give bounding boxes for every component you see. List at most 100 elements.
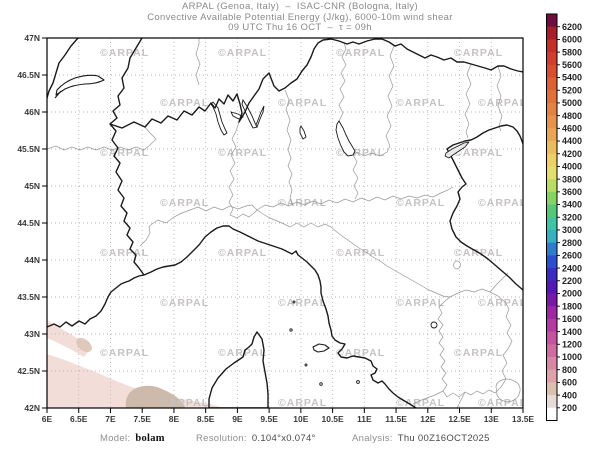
colorbar-tick-label: 4800 [562, 111, 582, 121]
arpal-watermark: ©ARPAL [278, 97, 327, 109]
header-institutions: ARPAL (Genoa, Italy) – ISAC-CNR (Bologna… [181, 1, 419, 12]
colorbar-segment [546, 166, 557, 180]
y-axis-tick-label: 43N [24, 329, 40, 339]
arpal-watermark: ©ARPAL [218, 247, 267, 259]
arpal-watermark: ©ARPAL [160, 397, 209, 409]
colorbar-tick-label: 4000 [562, 162, 582, 172]
arpal-watermark: ©ARPAL [396, 97, 445, 109]
colorbar-tick-label: 1400 [562, 327, 582, 337]
region-border [412, 390, 444, 405]
y-axis-tick-label: 43.5N [17, 292, 40, 302]
colorbar-segment [546, 318, 557, 332]
arpal-watermark: ©ARPAL [160, 297, 209, 309]
resolution-info: Resolution: 0.104°x0.074° [196, 433, 316, 444]
region-border [464, 63, 472, 139]
colorbar-segment [546, 255, 557, 269]
region-border [338, 42, 347, 122]
colorbar-tick-label: 1800 [562, 301, 582, 311]
arpal-watermark: ©ARPAL [396, 397, 445, 409]
y-axis-tick-label: 46.5N [17, 70, 40, 80]
resolution-value: 0.104°x0.074° [251, 433, 316, 444]
colorbar-segment [546, 39, 557, 53]
colorbar-tick-label: 3200 [562, 212, 582, 222]
region-border [139, 204, 258, 247]
lakes [210, 98, 438, 329]
colorbar-tick-label: 4400 [562, 136, 582, 146]
colorbar-segment [546, 344, 557, 358]
arpal-watermark: ©ARPAL [100, 47, 149, 59]
analysis-info: Analysis: Thu 00Z16OCT2025 [352, 433, 490, 444]
colorbar-segment [546, 407, 557, 421]
colorbar-tick-label: 1600 [562, 314, 582, 324]
colorbar-segment [546, 369, 557, 383]
x-axis-tick-label: 8.5E [197, 414, 215, 424]
arpal-watermark: ©ARPAL [454, 147, 503, 159]
watermark-layer: ©ARPAL ©ARPAL ©ARPAL ©ARPAL ©ARPAL ©ARPAL ©ARP… [100, 47, 527, 409]
arpal-watermark: ©ARPAL [100, 247, 149, 259]
colorbar-tick-label: 2200 [562, 276, 582, 286]
colorbar-tick-label: 2600 [562, 251, 582, 261]
axis-labels: 6E 6.5E 7E 7.5E 8E 8.5E 9E 9.5E 10E 10.5E 11E 11.5E… [17, 33, 534, 424]
x-axis-tick-label: 13E [484, 414, 499, 424]
colorbar-segment [546, 64, 557, 78]
arpal-watermark: ©ARPAL [336, 47, 385, 59]
axis-ticks [42, 37, 524, 413]
x-axis-tick-label: 10.5E [321, 414, 344, 424]
y-axis-tick-label: 45.5N [17, 144, 40, 154]
colorbar-tick-label: 800 [562, 365, 577, 375]
y-axis-tick-label: 46N [24, 107, 40, 117]
arpal-watermark: ©ARPAL [396, 197, 445, 209]
colorbar-segment [546, 191, 557, 205]
lake-garda [335, 120, 356, 157]
x-axis-tick-label: 9.5E [260, 414, 278, 424]
region-border [228, 121, 258, 219]
cape-area-high [125, 385, 185, 408]
header-validtime: 09 UTC Thu 16 OCT – τ = 09h [228, 22, 372, 33]
x-axis-tick-label: 6.5E [70, 414, 88, 424]
colorbar-segment [546, 14, 557, 28]
y-axis-tick-label: 45N [24, 181, 40, 191]
coastline-corsica [208, 331, 269, 408]
cape-area-mid [76, 337, 92, 353]
x-axis-tick-label: 7E [105, 414, 116, 424]
model-info-bar: Model: bolam Resolution: 0.104°x0.074° Ana… [0, 433, 600, 447]
coastline-west [47, 225, 417, 408]
colorbar-segment [546, 229, 557, 244]
arpal-watermark: ©ARPAL [218, 47, 267, 59]
y-axis-tick-label: 44N [24, 255, 40, 265]
x-axis-tick-label: 12.5E [448, 414, 471, 424]
colorbar-tick-label: 5000 [562, 98, 582, 108]
region-border [256, 209, 451, 298]
y-axis-tick-label: 42.5N [17, 366, 40, 376]
colorbar-segment [546, 179, 557, 193]
colorbar-segment [546, 77, 557, 91]
region-border [456, 391, 466, 408]
colorbar-segment [546, 268, 557, 282]
colorbar-tick-label: 2800 [562, 238, 582, 248]
colorbar-segment [546, 395, 557, 409]
lake-trasimeno [430, 321, 438, 329]
x-axis-tick-label: 13.5E [512, 414, 535, 424]
arpal-watermark: ©ARPAL [478, 197, 527, 209]
arpal-watermark: ©ARPAL [396, 297, 445, 309]
arpal-watermark: ©ARPAL [336, 347, 385, 359]
region-border [489, 272, 509, 293]
coastline-national-borders [47, 38, 523, 408]
x-axis-tick-label: 8E [169, 414, 180, 424]
arpal-watermark: ©ARPAL [160, 97, 209, 109]
cape-area-low [47, 320, 90, 357]
colorbar-segment [546, 331, 557, 345]
colorbar-tick-label: 6000 [562, 35, 582, 45]
analysis-label: Analysis: [352, 433, 393, 444]
x-axis-tick-label: 10E [293, 414, 308, 424]
colorbar-tick-label: 400 [562, 390, 577, 400]
colorbar-segment [546, 293, 557, 307]
colorbar-segment [546, 217, 557, 231]
san-marino-outline [453, 260, 461, 270]
arpal-watermark: ©ARPAL [160, 197, 209, 209]
colorbar-segment [546, 115, 557, 129]
region-border [256, 186, 454, 211]
border-alpine-north [109, 38, 523, 129]
x-axis-tick-label: 9E [232, 414, 243, 424]
